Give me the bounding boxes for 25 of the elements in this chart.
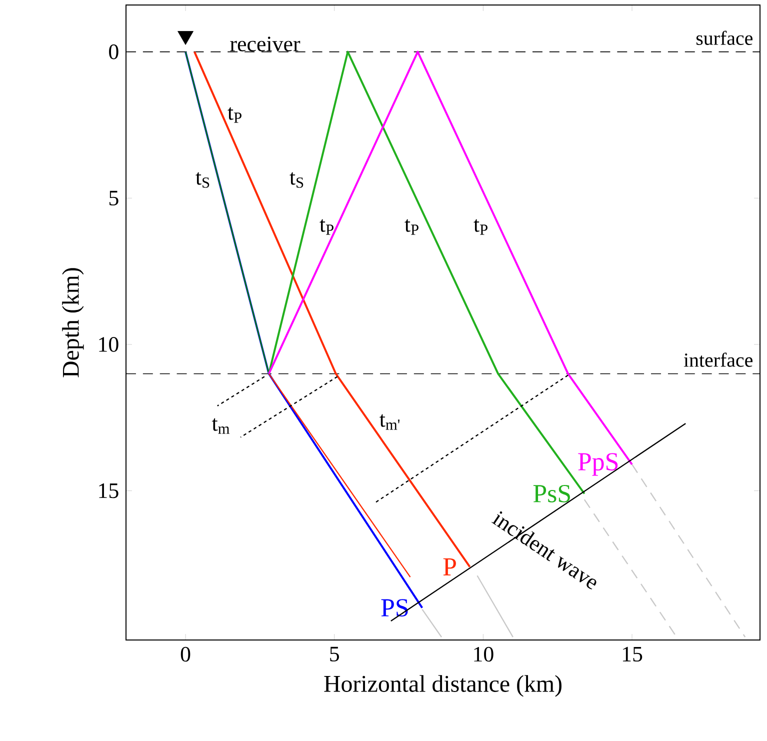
annotation: t$_{P}$ <box>404 219 418 235</box>
series-label: P <box>443 558 456 576</box>
series-label: PS <box>381 599 408 617</box>
annotation: t$_{m}$ <box>212 418 230 434</box>
annotation: receiver <box>230 36 300 52</box>
annotation: t$_{S}$ <box>290 172 304 188</box>
annotation: t$_{P}$ <box>320 219 334 235</box>
x-tick-label: 0 <box>180 646 190 662</box>
y-tick-label: 15 <box>99 483 118 498</box>
annotation: t$_{m'}$ <box>380 414 400 430</box>
series-label: PpS <box>578 453 618 476</box>
annotation: t$_{P}$ <box>474 219 488 235</box>
x-axis-title: Horizontal distance (km) <box>324 675 562 697</box>
y-axis-title: Depth (km) <box>62 268 84 378</box>
series-label: PsS <box>533 484 570 502</box>
y-tick-label: 0 <box>109 44 118 60</box>
annotation: t$_{S}$ <box>196 172 210 188</box>
x-tick-label: 10 <box>474 646 494 662</box>
ref-line-label: interface <box>684 352 752 367</box>
y-tick-label: 10 <box>99 337 118 352</box>
x-tick-label: 15 <box>622 646 642 662</box>
y-tick-label: 5 <box>109 190 118 206</box>
x-tick-label: 5 <box>330 646 339 662</box>
annotation: t$_{P}$ <box>228 107 242 123</box>
ref-line-label: surface <box>696 30 752 45</box>
